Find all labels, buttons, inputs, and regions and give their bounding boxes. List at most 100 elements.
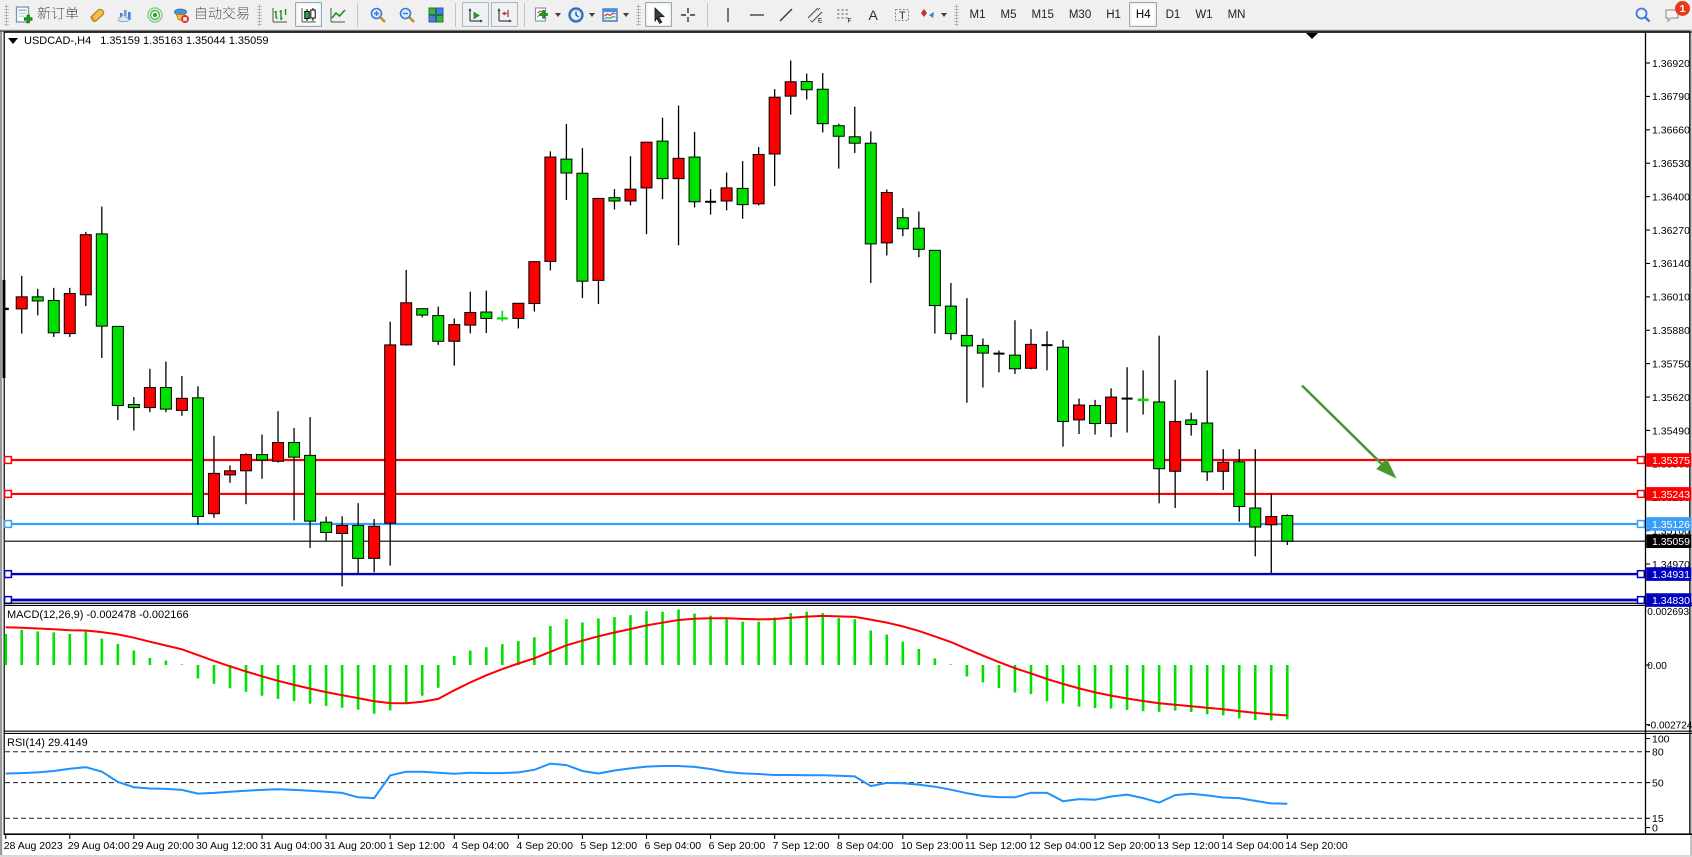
tf-m1-button[interactable]: M1 <box>963 2 992 27</box>
trend-arrow[interactable] <box>1301 384 1397 479</box>
chart-cloud-icon <box>117 9 131 22</box>
draw-label-button[interactable]: T <box>888 2 915 27</box>
draw-vline-button[interactable] <box>714 2 741 27</box>
tf-h1-button[interactable]: H1 <box>1100 2 1128 27</box>
candle <box>480 290 493 334</box>
tf-h4-button[interactable]: H4 <box>1129 2 1158 27</box>
notifications-button[interactable]: 1 <box>1658 1 1690 27</box>
rsi-scale-label: 0 <box>1652 822 1658 834</box>
tf-mn-button[interactable]: MN <box>1221 2 1252 27</box>
candle-chart-mode-button[interactable] <box>295 2 322 27</box>
candle <box>2 279 9 379</box>
hline-handle[interactable] <box>3 569 13 579</box>
symbol-dropdown-icon[interactable] <box>8 38 18 44</box>
tf-w1-button[interactable]: W1 <box>1189 2 1219 27</box>
hline-handle[interactable] <box>3 519 13 529</box>
current-price-label: 1.35059 <box>1646 534 1692 548</box>
candle <box>864 131 877 283</box>
line-chart-mode-button[interactable] <box>324 2 351 27</box>
hline-resistance-2[interactable] <box>3 489 1646 499</box>
hline-support-2[interactable] <box>3 569 1646 579</box>
auto-trading-button[interactable] <box>170 2 252 27</box>
macd-scale-label: -0.002724 <box>1647 720 1692 731</box>
candle <box>256 434 269 479</box>
zoom-in-button[interactable] <box>364 2 391 27</box>
chart-shift-button[interactable] <box>491 2 518 27</box>
candle <box>832 123 845 169</box>
auto-scroll-button[interactable] <box>462 2 489 27</box>
zoom-out-button[interactable] <box>393 2 420 27</box>
rsi-panel <box>5 751 1646 819</box>
rsi-name-label: RSI(14) 29.4149 <box>7 737 88 749</box>
signals-button[interactable] <box>141 2 168 27</box>
toolbar-grip[interactable] <box>257 3 262 26</box>
toolbar-grip[interactable] <box>636 3 641 26</box>
draw-shapes-dropdown-caret[interactable] <box>941 12 947 17</box>
candle <box>896 208 909 237</box>
candle <box>127 397 140 431</box>
periods-button[interactable] <box>565 2 597 27</box>
indicators-button[interactable] <box>531 2 563 27</box>
candle <box>928 249 941 334</box>
chart-shift-marker[interactable] <box>1306 33 1318 39</box>
candle <box>15 275 28 334</box>
new-order-button[interactable] <box>13 2 81 27</box>
candle <box>736 161 749 219</box>
data-window-button[interactable] <box>112 2 139 27</box>
hline-axis-handle[interactable] <box>1636 569 1646 579</box>
time-tick-label: 7 Sep 12:00 <box>773 840 830 852</box>
draw-trendline-button[interactable] <box>772 2 799 27</box>
candle <box>384 321 397 566</box>
hline-axis-handle[interactable] <box>1636 595 1646 605</box>
tile-windows-button[interactable] <box>422 2 449 27</box>
toolbar-separator <box>524 2 525 27</box>
rsi-label: RSI(14) 29.4149 <box>7 737 88 749</box>
candle <box>1041 331 1053 371</box>
tf-m15-button[interactable]: M15 <box>1025 2 1060 27</box>
candle <box>304 417 317 548</box>
cursor-button[interactable] <box>645 2 672 27</box>
templates-dropdown-caret[interactable] <box>623 12 629 17</box>
candle <box>528 261 541 312</box>
svg-text:T: T <box>899 10 906 22</box>
search-button[interactable] <box>1629 2 1656 27</box>
toolbar-grip[interactable] <box>954 3 959 26</box>
bar-chart-mode-button[interactable] <box>266 2 293 27</box>
templates-button[interactable] <box>599 2 631 27</box>
draw-channel-button[interactable]: E <box>801 2 828 27</box>
tf-d1-button[interactable]: D1 <box>1159 2 1187 27</box>
toolbar-grip[interactable] <box>4 3 9 26</box>
hline-support-1[interactable] <box>3 519 1646 529</box>
tf-m5-button[interactable]: M5 <box>994 2 1023 27</box>
indicators-dropdown-caret[interactable] <box>555 12 561 17</box>
candle <box>1024 329 1037 370</box>
crosshair-button[interactable] <box>674 2 701 27</box>
hline-handle[interactable] <box>3 489 13 499</box>
draw-text-button[interactable]: A <box>859 2 886 27</box>
hline-axis-handle[interactable] <box>1636 455 1646 465</box>
candle <box>111 325 124 420</box>
draw-fibonacci-button[interactable]: F <box>830 2 857 27</box>
macd-scale-label: 0.00 <box>1647 661 1667 672</box>
time-tick-label: 30 Aug 12:00 <box>196 840 258 852</box>
candle <box>688 131 701 208</box>
vline-icon <box>726 7 729 22</box>
hline-axis-handle[interactable] <box>1636 489 1646 499</box>
tf-m30-button[interactable]: M30 <box>1062 2 1097 27</box>
draw-hline-button[interactable] <box>743 2 770 27</box>
hline-handle[interactable] <box>3 455 13 465</box>
candle <box>31 288 44 316</box>
hline-axis-handle[interactable] <box>1636 519 1646 529</box>
draw-shapes-button[interactable] <box>917 2 949 27</box>
hline-handle[interactable] <box>3 595 13 605</box>
candles-layer <box>2 60 1397 587</box>
toolbar-separator <box>455 2 456 27</box>
candle <box>1121 367 1133 433</box>
candle <box>1265 493 1278 574</box>
template-icon <box>602 7 618 22</box>
periods-dropdown-caret[interactable] <box>589 12 595 17</box>
macd-signal-line <box>5 614 1288 717</box>
market-watch-button[interactable] <box>83 2 110 27</box>
price-tick-label: 1.36010 <box>1652 292 1690 304</box>
candle <box>1281 514 1294 546</box>
